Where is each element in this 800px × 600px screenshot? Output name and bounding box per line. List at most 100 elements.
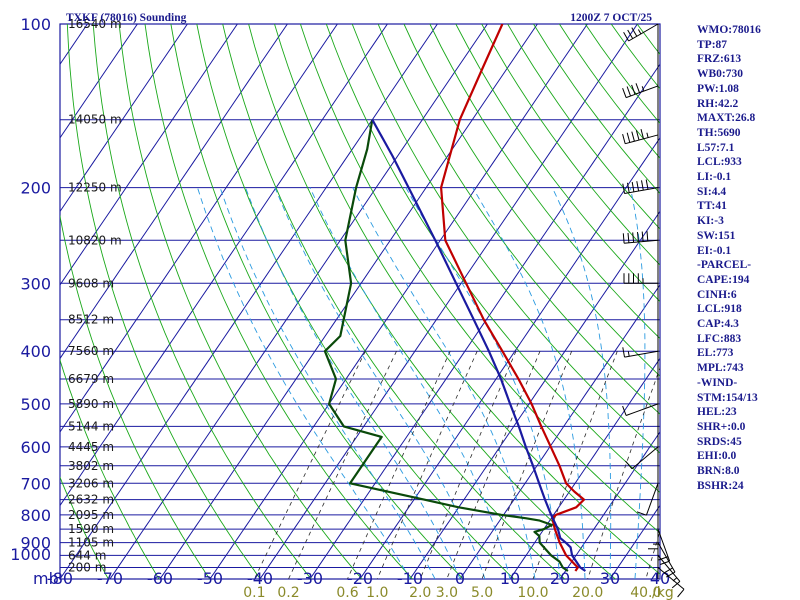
mixing-ratio-label: 1.0 <box>366 585 388 600</box>
stats-panel: WMO:78016 TP:87 FRZ:613 WB0:730 PW:1.08 RH:42… <box>697 23 800 494</box>
dry-adiabat <box>351 24 660 454</box>
height-label: 9608 m <box>68 276 114 290</box>
wind-barb-feather <box>635 83 640 93</box>
wind-barb-staff <box>631 446 659 470</box>
pressure-tick-label: 1000 <box>10 545 51 564</box>
isotherm-line <box>409 210 660 579</box>
dry-adiabat <box>481 24 660 266</box>
mixing-ratio-label: 2.0 <box>409 585 431 600</box>
temperature-trace <box>440 24 586 572</box>
wind-barb-feather <box>623 32 630 42</box>
temperature-tick-label: -20 <box>347 569 373 588</box>
wind-barb-feather <box>677 588 685 598</box>
chart-title: TXKF (78016) Sounding <box>66 12 187 24</box>
stat-line: FRZ:613 <box>697 53 742 66</box>
wind-barb <box>622 179 659 194</box>
wind-barb-feather <box>622 133 626 144</box>
isotherm-line <box>60 24 238 286</box>
wind-barb-feather <box>631 181 635 192</box>
stat-line: TP:87 <box>697 38 728 51</box>
mixing-ratio-line <box>532 351 618 579</box>
stat-line: SHR+:0.0 <box>697 420 746 433</box>
temperature-tick-label: -80 <box>47 569 73 588</box>
wind-barb-feather <box>640 128 644 139</box>
height-label: 16540 m <box>68 17 122 31</box>
stat-line: LI:-0.1 <box>697 171 732 184</box>
wind-barb-feather <box>626 86 631 97</box>
temperature-tick-label: -60 <box>147 569 173 588</box>
wind-barb-feather <box>636 511 647 516</box>
moist-adiabat <box>309 187 511 579</box>
isotherm-line <box>0 24 37 581</box>
stat-line: CAP:4.3 <box>697 318 739 331</box>
dry-adiabat <box>60 358 160 579</box>
height-label: 6679 m <box>68 372 114 386</box>
stat-line: SI:4.4 <box>697 185 727 198</box>
wind-barb-staff <box>624 239 659 244</box>
wind-barb <box>623 23 659 42</box>
dry-adiabat <box>170 24 464 579</box>
height-label: 1590 m <box>68 522 114 536</box>
stat-line: L57:7.1 <box>697 141 735 154</box>
isotherm-line <box>609 504 660 579</box>
wind-barb-half-feather <box>641 86 645 92</box>
isotherm-line <box>109 24 488 579</box>
dry-adiabat <box>377 24 660 415</box>
height-label: 200 m <box>68 561 106 575</box>
height-label: 5890 m <box>68 397 114 411</box>
mixing-ratio-label: 40.0 <box>630 585 661 600</box>
mixing-ratio-line <box>419 351 517 579</box>
mixing-ratio-label: 0.6 <box>336 585 358 600</box>
wind-barb-feather <box>627 232 630 243</box>
temperature-tick-label: 30 <box>600 569 620 588</box>
wind-barb-feather <box>635 130 640 141</box>
temperature-tick-label: 10 <box>500 569 520 588</box>
dry-adiabat <box>429 24 660 340</box>
pressure-tick-label: 900 <box>20 534 51 553</box>
dry-adiabat <box>325 24 660 494</box>
stat-line: CINH:6 <box>697 288 737 301</box>
dry-adiabat <box>92 24 312 579</box>
mixing-ratio-label: 5.0 <box>471 585 493 600</box>
wind-barb <box>623 273 659 284</box>
wind-barb-feather <box>646 231 649 242</box>
wind-barb-staff <box>624 350 659 358</box>
temperature-tick-label: -70 <box>97 569 123 588</box>
isotherm-line <box>259 24 638 579</box>
moist-adiabat <box>352 187 536 579</box>
height-label: 644 m <box>68 548 106 562</box>
stat-line: BRN:8.0 <box>697 465 740 478</box>
dry-adiabat <box>274 24 660 575</box>
temperature-tick-label: -40 <box>247 569 273 588</box>
wind-barb-feather <box>636 181 640 192</box>
stat-line: STM:154/13 <box>697 391 758 404</box>
moist-adiabat <box>245 187 461 579</box>
dry-adiabat <box>222 24 566 579</box>
wind-barb-staff <box>625 403 659 416</box>
pressure-tick-label: 100 <box>20 15 51 34</box>
wind-barb-feather <box>641 180 644 191</box>
dry-adiabat <box>118 24 363 579</box>
moist-adiabat <box>405 187 561 579</box>
wind-barb <box>657 567 685 598</box>
wind-barb-staff <box>657 567 685 590</box>
mixing-ratio-line <box>587 366 660 579</box>
wind-barb-feather <box>622 405 627 416</box>
height-label: 5144 m <box>68 419 114 433</box>
mixing-ratio-line <box>253 351 366 579</box>
wind-barb-feather <box>641 231 644 242</box>
wind-barb <box>622 231 659 244</box>
stat-line: LCL:933 <box>697 156 742 169</box>
height-label: 8512 m <box>68 313 114 327</box>
dry-adiabat <box>66 24 261 579</box>
stat-line: PW:1.08 <box>697 82 739 95</box>
wind-barb-feather <box>622 183 625 194</box>
wind-barb-staff <box>645 483 659 516</box>
wind-barb-feather <box>671 581 681 589</box>
dry-adiabat <box>403 24 660 377</box>
stat-line: MPL:743 <box>697 362 744 375</box>
temperature-tick-label: -10 <box>397 569 423 588</box>
wind-barb <box>622 347 659 358</box>
